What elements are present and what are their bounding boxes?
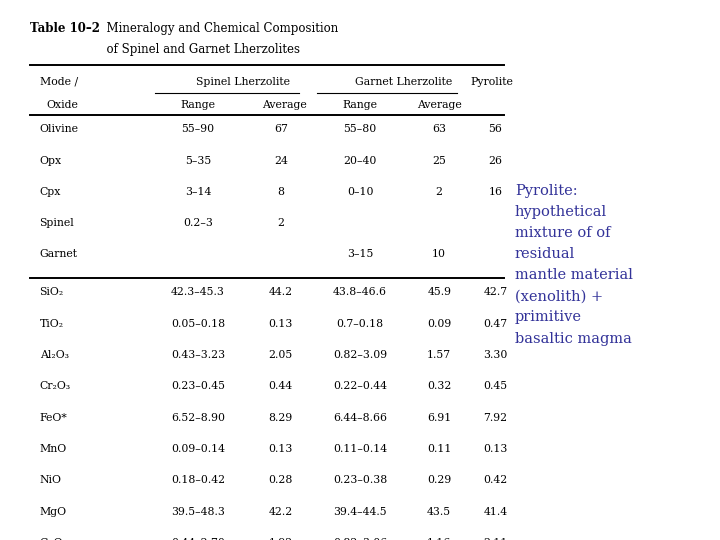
Text: Pyrolite: Pyrolite — [470, 77, 513, 87]
Text: 0.28: 0.28 — [269, 475, 293, 485]
Text: 0.43–3.23: 0.43–3.23 — [171, 350, 225, 360]
Text: 0.82–3.06: 0.82–3.06 — [333, 538, 387, 540]
Text: MgO: MgO — [40, 507, 67, 517]
Text: Garnet: Garnet — [40, 249, 78, 260]
Text: 45.9: 45.9 — [427, 287, 451, 298]
Text: 0.7–0.18: 0.7–0.18 — [336, 319, 384, 329]
Text: 0.13: 0.13 — [269, 444, 293, 454]
Text: 26: 26 — [488, 156, 503, 166]
Text: 42.3–45.3: 42.3–45.3 — [171, 287, 225, 298]
Text: 0.11: 0.11 — [427, 444, 451, 454]
Text: Mode /: Mode / — [40, 77, 78, 87]
Text: 0.13: 0.13 — [483, 444, 508, 454]
Text: 6.91: 6.91 — [427, 413, 451, 423]
Text: 0.18–0.42: 0.18–0.42 — [171, 475, 225, 485]
Text: 43.5: 43.5 — [427, 507, 451, 517]
Text: Range: Range — [181, 100, 215, 110]
Text: 0.23–0.38: 0.23–0.38 — [333, 475, 387, 485]
Text: 42.2: 42.2 — [269, 507, 293, 517]
Text: 39.5–48.3: 39.5–48.3 — [171, 507, 225, 517]
Text: 6.52–8.90: 6.52–8.90 — [171, 413, 225, 423]
Text: 1.57: 1.57 — [427, 350, 451, 360]
Text: 55–90: 55–90 — [181, 124, 215, 134]
Text: 0.11–0.14: 0.11–0.14 — [333, 444, 387, 454]
Text: 0.22–0.44: 0.22–0.44 — [333, 381, 387, 391]
Text: 55–80: 55–80 — [343, 124, 377, 134]
Text: Olivine: Olivine — [40, 124, 78, 134]
Text: 0.32: 0.32 — [427, 381, 451, 391]
Text: 3–14: 3–14 — [185, 187, 211, 197]
Text: 44.2: 44.2 — [269, 287, 293, 298]
Text: 3.30: 3.30 — [483, 350, 508, 360]
Text: 0.23–0.45: 0.23–0.45 — [171, 381, 225, 391]
Text: 0.09: 0.09 — [427, 319, 451, 329]
Text: 6.44–8.66: 6.44–8.66 — [333, 413, 387, 423]
Text: 0.47: 0.47 — [483, 319, 508, 329]
Text: 1.92: 1.92 — [269, 538, 293, 540]
Text: 2: 2 — [436, 187, 443, 197]
Text: Opx: Opx — [40, 156, 62, 166]
Text: 0.05–0.18: 0.05–0.18 — [171, 319, 225, 329]
Text: Oxide: Oxide — [47, 100, 78, 110]
Text: 0.45: 0.45 — [483, 381, 508, 391]
Text: 0.29: 0.29 — [427, 475, 451, 485]
Text: 8.29: 8.29 — [269, 413, 293, 423]
Text: 0.09–0.14: 0.09–0.14 — [171, 444, 225, 454]
Text: TiO₂: TiO₂ — [40, 319, 64, 329]
Text: 0.44–2.70: 0.44–2.70 — [171, 538, 225, 540]
Text: 0.13: 0.13 — [269, 319, 293, 329]
Text: Average: Average — [417, 100, 462, 110]
Text: CaO: CaO — [40, 538, 63, 540]
Text: 56: 56 — [488, 124, 503, 134]
Text: 25: 25 — [432, 156, 446, 166]
Text: Garnet Lherzolite: Garnet Lherzolite — [354, 77, 452, 87]
Text: 7.92: 7.92 — [483, 413, 508, 423]
Text: 63: 63 — [432, 124, 446, 134]
Text: Table 10–2: Table 10–2 — [30, 22, 100, 35]
Text: 67: 67 — [274, 124, 288, 134]
Text: 39.4–44.5: 39.4–44.5 — [333, 507, 387, 517]
Text: 8: 8 — [277, 187, 284, 197]
Text: Mineralogy and Chemical Composition: Mineralogy and Chemical Composition — [99, 22, 338, 35]
Text: 2: 2 — [277, 218, 284, 228]
Text: Cr₂O₃: Cr₂O₃ — [40, 381, 71, 391]
Text: 16: 16 — [488, 187, 503, 197]
Text: Spinel: Spinel — [40, 218, 74, 228]
Text: 0.2–3: 0.2–3 — [183, 218, 213, 228]
Text: 2.05: 2.05 — [269, 350, 293, 360]
Text: 43.8–46.6: 43.8–46.6 — [333, 287, 387, 298]
Text: 5–35: 5–35 — [185, 156, 211, 166]
Text: Average: Average — [262, 100, 307, 110]
Text: 3–15: 3–15 — [347, 249, 373, 260]
Text: Al₂O₃: Al₂O₃ — [40, 350, 68, 360]
Text: Pyrolite:
hypothetical
mixture of of
residual
mantle material
(xenolith) +
primi: Pyrolite: hypothetical mixture of of res… — [515, 184, 633, 346]
Text: FeO*: FeO* — [40, 413, 68, 423]
Text: 0.44: 0.44 — [269, 381, 293, 391]
Text: 0–10: 0–10 — [347, 187, 373, 197]
Text: 10: 10 — [432, 249, 446, 260]
Text: of Spinel and Garnet Lherzolites: of Spinel and Garnet Lherzolites — [99, 43, 300, 56]
Text: 0.82–3.09: 0.82–3.09 — [333, 350, 387, 360]
Text: 0.42: 0.42 — [483, 475, 508, 485]
Text: NiO: NiO — [40, 475, 62, 485]
Text: SiO₂: SiO₂ — [40, 287, 64, 298]
Text: Range: Range — [343, 100, 377, 110]
Text: Cpx: Cpx — [40, 187, 61, 197]
Text: 41.4: 41.4 — [483, 507, 508, 517]
Text: Spinel Lherzolite: Spinel Lherzolite — [196, 77, 290, 87]
Text: 2.11: 2.11 — [483, 538, 508, 540]
Text: 1.16: 1.16 — [427, 538, 451, 540]
Text: MnO: MnO — [40, 444, 67, 454]
Text: 20–40: 20–40 — [343, 156, 377, 166]
Text: 24: 24 — [274, 156, 288, 166]
Text: 42.7: 42.7 — [483, 287, 508, 298]
